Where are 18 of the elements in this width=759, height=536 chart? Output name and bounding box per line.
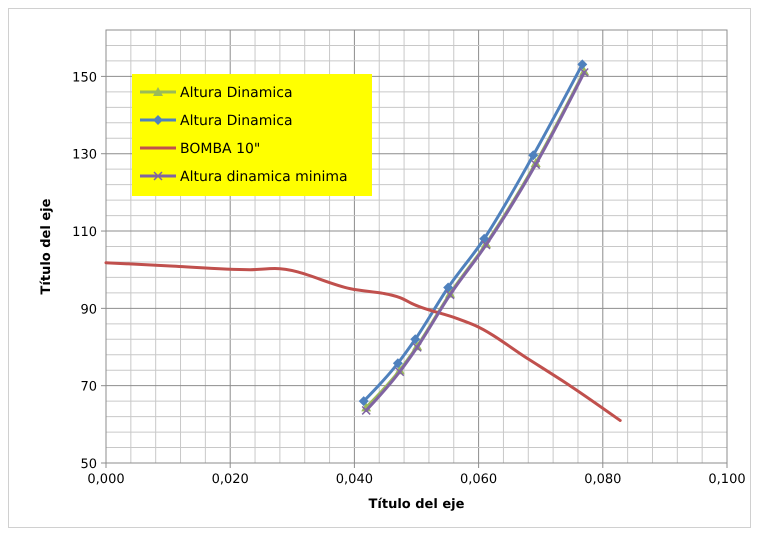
- legend-label: Altura Dinamica: [180, 85, 293, 101]
- y-tick-label: 130: [72, 148, 97, 163]
- x-tick-label: 0,060: [460, 472, 498, 487]
- y-tick-label: 70: [80, 380, 97, 395]
- y-tick-label: 50: [80, 457, 97, 472]
- legend-label: Altura dinamica minima: [180, 169, 348, 185]
- y-axis-title: Título del eje: [39, 198, 54, 294]
- y-tick-label: 150: [72, 70, 97, 86]
- x-tick-label: 0,100: [708, 472, 746, 487]
- y-tick-label: 90: [80, 302, 97, 318]
- legend-label: Altura Dinamica: [180, 113, 293, 129]
- x-tick-label: 0,040: [336, 472, 374, 487]
- x-tick-label: 0,020: [212, 472, 249, 487]
- x-tick-label: 0,080: [584, 472, 622, 487]
- x-axis-title: Título del eje: [368, 497, 465, 512]
- x-tick-label: 0,000: [87, 472, 125, 487]
- legend-label: BOMBA 10": [180, 141, 260, 157]
- y-tick-label: 110: [72, 225, 97, 240]
